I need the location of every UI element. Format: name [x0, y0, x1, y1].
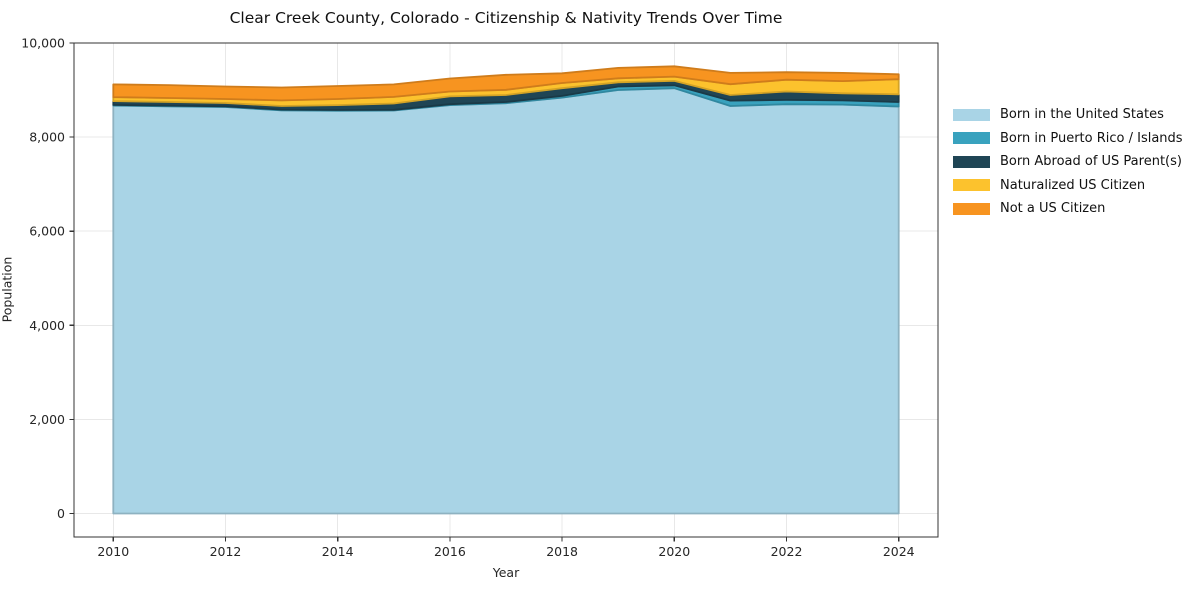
y-tick-label: 8,000: [29, 130, 65, 145]
legend-label: Born in the United States: [1000, 107, 1164, 123]
x-tick-label: 2014: [322, 544, 354, 559]
legend-swatch-2: [953, 155, 990, 168]
legend-label: Naturalized US Citizen: [1000, 177, 1146, 193]
legend-swatch-4: [953, 202, 990, 215]
legend: Born in the United States Born in Puerto …: [953, 103, 1183, 221]
legend-item-4: Not a US Citizen: [953, 197, 1183, 221]
x-tick-label: 2018: [546, 544, 578, 559]
chart-title: Clear Creek County, Colorado - Citizensh…: [229, 9, 783, 27]
legend-swatch-1: [953, 132, 990, 145]
area-series-4: [112, 65, 900, 102]
legend-label: Born Abroad of US Parent(s): [1000, 154, 1182, 170]
y-axis-label: Population: [0, 256, 15, 323]
legend-label: Born in Puerto Rico / Islands: [1000, 130, 1183, 146]
x-tick-label: 2012: [210, 544, 242, 559]
legend-swatch-0: [953, 108, 990, 121]
x-axis-label: Year: [492, 565, 520, 580]
x-tick-label: 2022: [771, 544, 803, 559]
x-tick-label: 2010: [97, 544, 129, 559]
y-tick-label: 10,000: [21, 36, 65, 51]
legend-item-0: Born in the United States: [953, 103, 1183, 127]
legend-swatch-3: [953, 179, 990, 192]
area-series-0: [112, 87, 900, 515]
plot-border: [73, 42, 939, 538]
legend-item-2: Born Abroad of US Parent(s): [953, 150, 1183, 174]
y-tick-label: 6,000: [29, 224, 65, 239]
legend-label: Not a US Citizen: [1000, 201, 1106, 217]
y-tick-label: 0: [57, 506, 65, 521]
legend-item-3: Naturalized US Citizen: [953, 174, 1183, 198]
y-tick-label: 4,000: [29, 318, 65, 333]
x-tick-label: 2020: [658, 544, 690, 559]
x-tick-label: 2024: [883, 544, 915, 559]
x-tick-label: 2016: [434, 544, 466, 559]
legend-item-1: Born in Puerto Rico / Islands: [953, 127, 1183, 151]
y-tick-label: 2,000: [29, 412, 65, 427]
